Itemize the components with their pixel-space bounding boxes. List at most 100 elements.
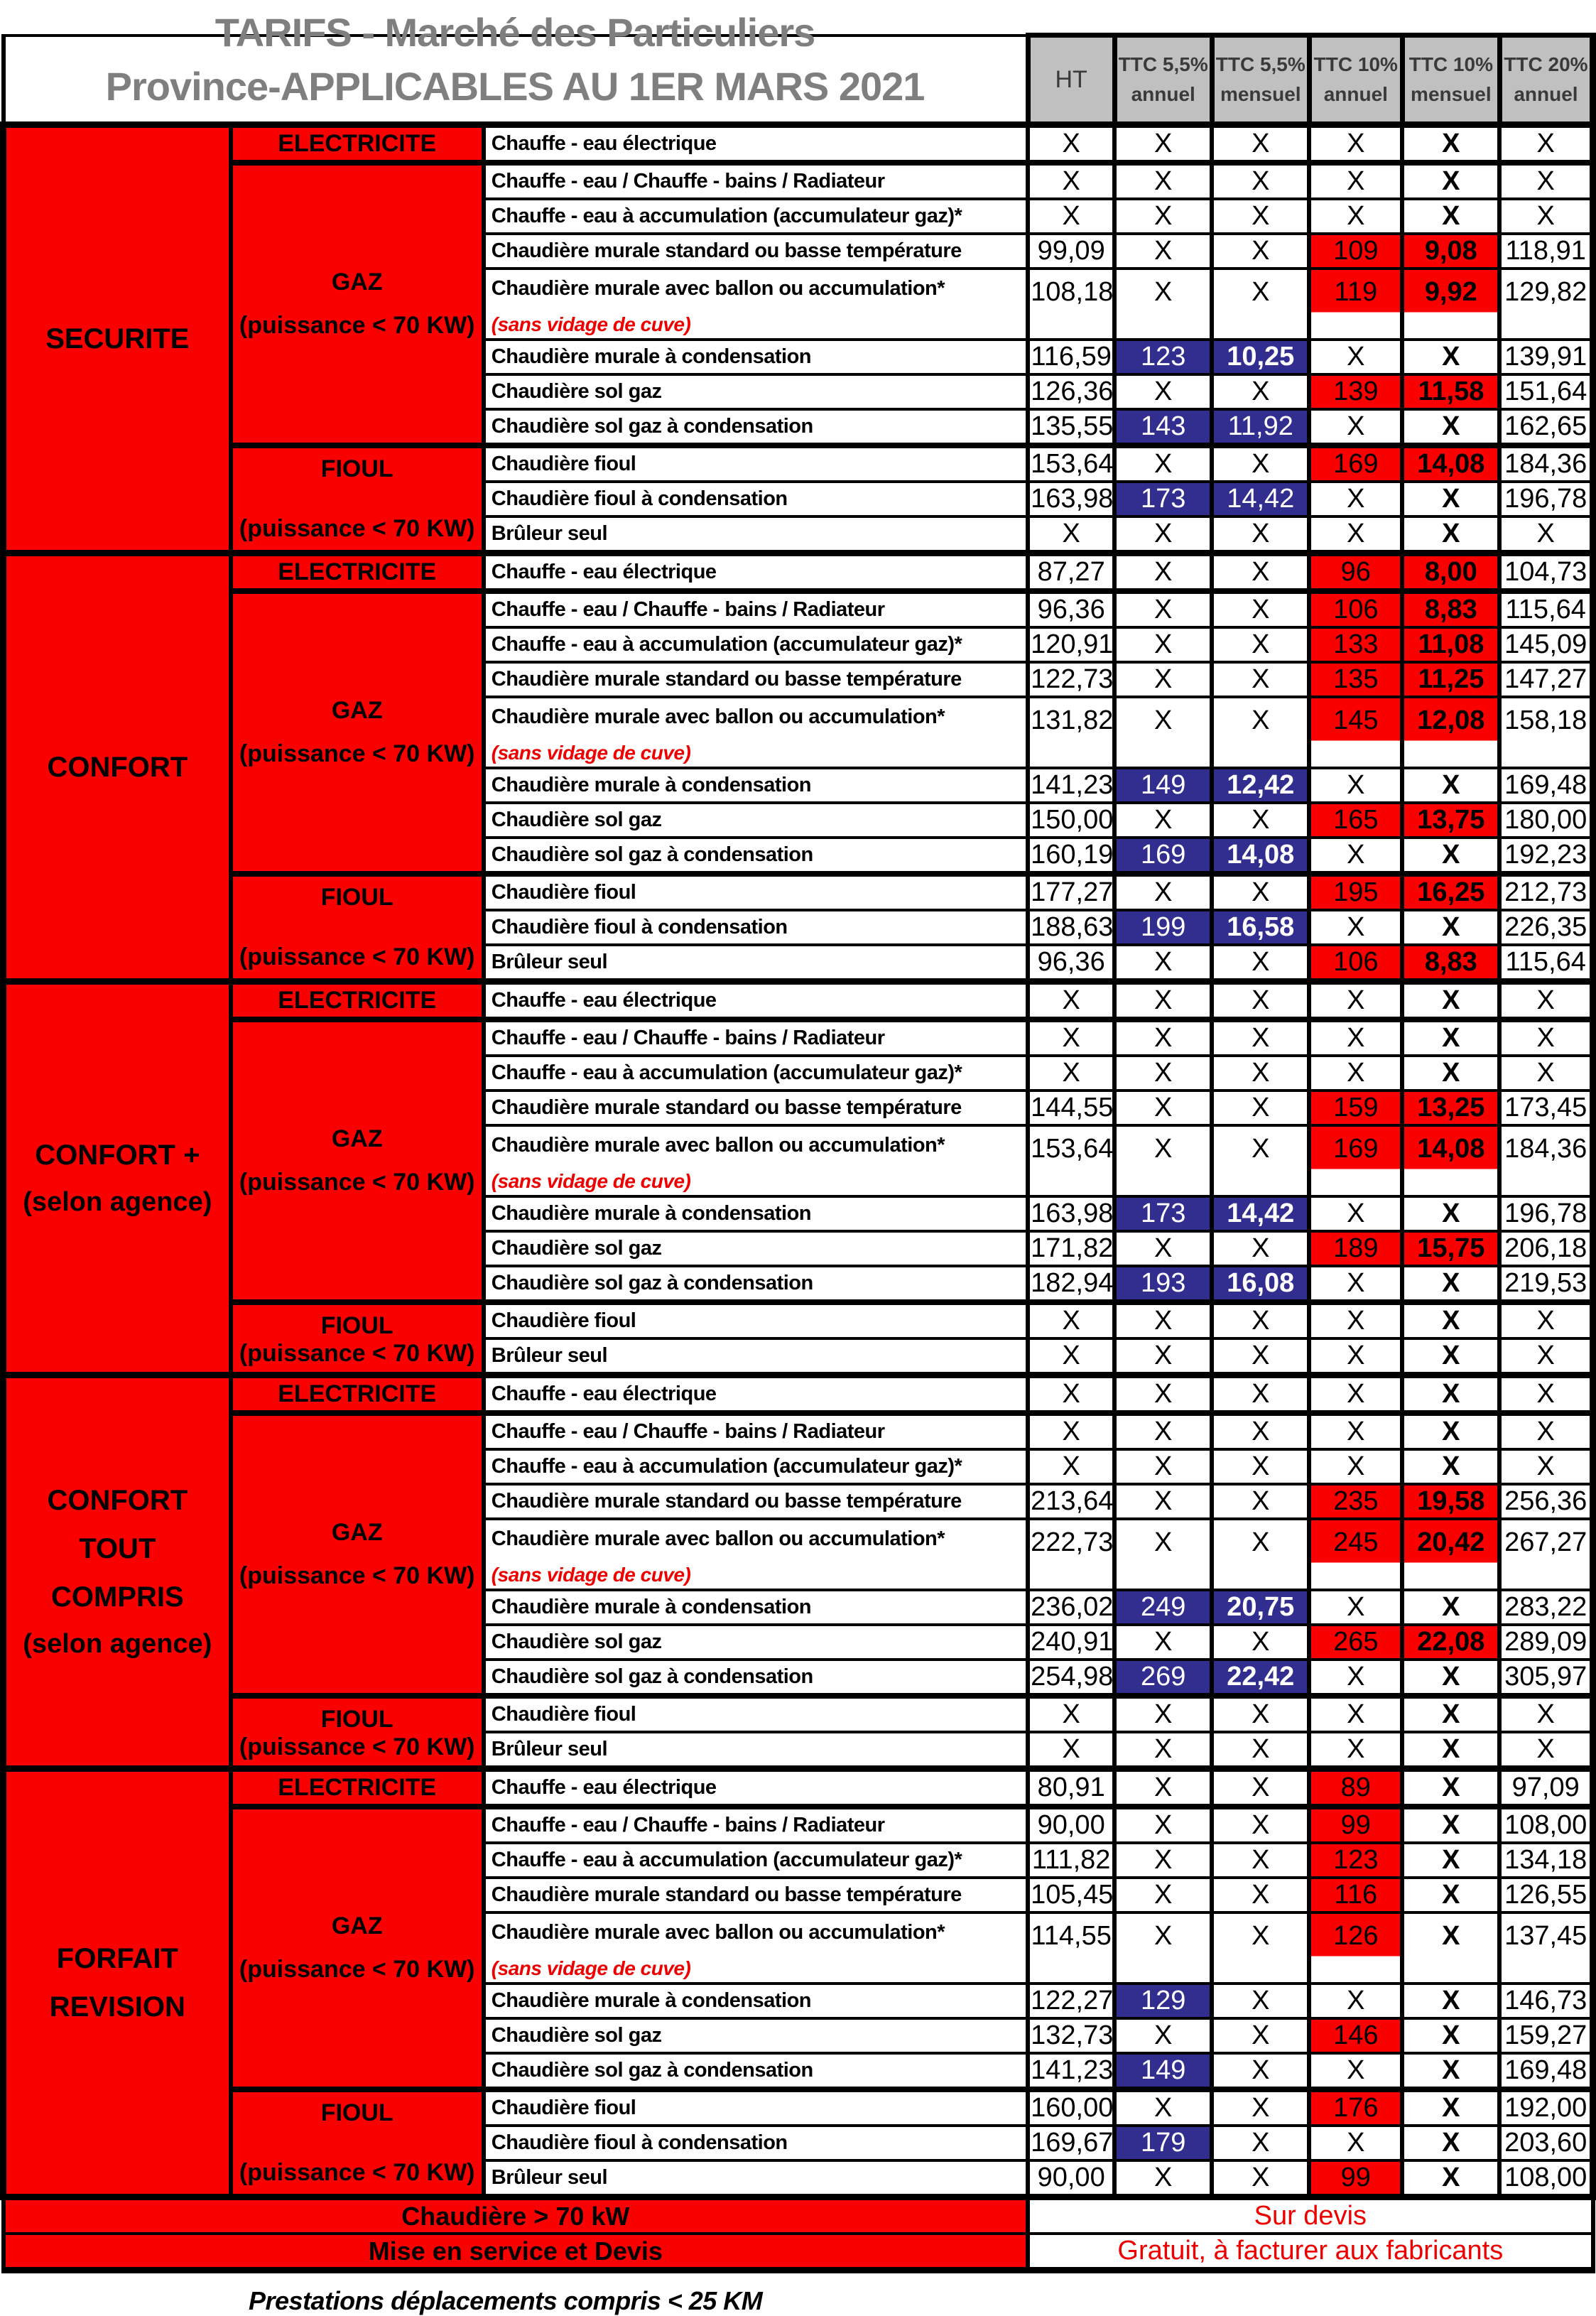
price-cell: 226,35 (1497, 909, 1596, 946)
designation-label: Chaudière fioul à condensation (491, 487, 788, 510)
price-cell: 169 (1307, 443, 1405, 483)
price-cell: 87,27 (1026, 550, 1117, 592)
section-name: FORFAIT REVISION (49, 1943, 185, 2023)
na-cell: X (1400, 515, 1502, 555)
na-cell: X (1112, 1124, 1215, 1198)
price-cell: 108,00 (1497, 1804, 1596, 1844)
price-cell: 150,00 (1026, 801, 1117, 839)
table-row: CONFORT ELECTRICITE Chauffe - eau électriq… (0, 550, 1596, 983)
na-cell: X (1210, 1911, 1312, 1985)
summary-label: Chaudière > 70 kW (1, 2194, 1031, 2235)
designation-cell: Chaudière murale à condensation (481, 1195, 1031, 1233)
designation-cell: Chaudière sol gaz à condensation (481, 836, 1031, 875)
price-cell: 132,73 (1026, 2017, 1117, 2055)
designation-cell: Chaudière sol gaz (481, 1623, 1031, 1661)
energy-inner: ELECTRICITE (236, 987, 479, 1014)
designation-label: Chaudière murale standard ou basse tempé… (491, 1490, 962, 1513)
designation-label: Chaudière sol gaz (491, 380, 662, 403)
price-cell: 135,55 (1026, 408, 1117, 447)
price-cell: 14,08 (1400, 443, 1502, 483)
energy-sublabel: (puissance < 70 KW) (239, 740, 475, 767)
na-cell: X (1210, 1124, 1312, 1198)
price-cell: 192,00 (1497, 2087, 1596, 2127)
designation-cell: Chaudière fioul (481, 1299, 1031, 1340)
designation-label: Chauffe - eau à accumulation (accumulate… (491, 1455, 962, 1478)
table-row: GAZ (puissance < 70 KW) Chauffe - eau / Ch… (4, 1410, 1596, 1697)
energy-sublabel: (puissance < 70 KW) (239, 1169, 475, 1196)
designation-cell: Chauffe - eau / Chauffe - bains / Radiat… (481, 1804, 1031, 1844)
price-cell: 145,09 (1497, 626, 1596, 664)
price-cell: 289,09 (1497, 1623, 1596, 1661)
designation-cell: Brûleur seul (481, 943, 1031, 983)
price-cell: 139,91 (1497, 338, 1596, 376)
designation-label: Chaudière murale avec ballon ou accumula… (491, 1134, 945, 1157)
price-cell: 16,08 (1210, 1265, 1312, 1304)
price-cell: 115,64 (1497, 588, 1596, 629)
na-cell: X (1210, 1623, 1312, 1661)
price-cell: 149 (1112, 767, 1215, 804)
price-cell: 180,00 (1497, 801, 1596, 839)
price-cell: 104,73 (1497, 550, 1596, 592)
energy-inner: ELECTRICITE (236, 131, 479, 158)
na-cell: X (1307, 515, 1405, 555)
designation-cell: Chaudière sol gaz à condensation (481, 408, 1031, 447)
section-name: CONFORT (47, 752, 188, 783)
price-cell: 160,00 (1026, 2087, 1117, 2127)
price-cell: 240,91 (1026, 1623, 1117, 1661)
price-cell: 206,18 (1497, 1230, 1596, 1267)
price-cell: 131,82 (1026, 696, 1117, 769)
na-cell: X (1112, 1410, 1215, 1451)
energy-group-cell: FIOUL (puissance < 70 KW) (228, 2087, 486, 2199)
section-cell: SECURITE (0, 121, 233, 555)
na-cell: X (1112, 1372, 1215, 1414)
na-cell: X (1307, 1017, 1405, 1057)
designation-label: Brûleur seul (491, 1344, 608, 1367)
table-row: GAZ (puissance < 70 KW) Chauffe - eau / Ch… (4, 588, 1596, 875)
table-row: FIOUL (puissance < 70 KW) Chaudière fioul X… (4, 1693, 1596, 1770)
designation-note: (sans vidage de cuve) (491, 313, 691, 335)
designation-cell: Chauffe - eau à accumulation (accumulate… (481, 197, 1031, 235)
section-cell: FORFAIT REVISION (0, 1765, 233, 2199)
energy-group-cell: GAZ (puissance < 70 KW) (228, 1804, 486, 2091)
na-cell: X (1112, 1841, 1215, 1879)
na-cell: X (1307, 2052, 1405, 2091)
na-cell: X (1210, 1982, 1312, 2020)
table-row: GAZ (puissance < 70 KW) Chauffe - eau / Ch… (4, 160, 1596, 447)
na-cell: X (1210, 871, 1312, 911)
na-cell: X (1400, 1658, 1502, 1697)
designation-note: (sans vidage de cuve) (491, 1564, 691, 1586)
table-row: FORFAIT REVISION ELECTRICITE Chauffe - eau… (0, 1765, 1596, 2199)
na-cell: X (1497, 1372, 1596, 1414)
na-cell: X (1497, 121, 1596, 164)
na-cell: X (1112, 267, 1215, 341)
energy-label: ELECTRICITE (278, 1380, 437, 1407)
table-row: CONFORT + (selon agence) ELECTRICITE Chauff… (0, 978, 1596, 1377)
price-cell: 11,58 (1400, 373, 1502, 411)
na-cell: X (1497, 1017, 1596, 1057)
designation-cell: Chaudière fioul (481, 1693, 1031, 1733)
designation-cell: Chauffe - eau électrique (481, 1372, 1031, 1414)
price-cell: 16,58 (1210, 909, 1312, 946)
designation-cell: Chauffe - eau à accumulation (accumulate… (481, 1448, 1031, 1486)
na-cell: X (1210, 1054, 1312, 1092)
energy-inner: FIOUL (puissance < 70 KW) (235, 1706, 479, 1760)
na-cell: X (1210, 267, 1312, 341)
designation-cell: Chaudière sol gaz (481, 2017, 1031, 2055)
designation-cell: Chaudière murale à condensation (481, 1982, 1031, 2020)
na-cell: X (1307, 338, 1405, 376)
price-cell: 99 (1307, 2159, 1405, 2199)
summary-row-mise-en-service: Mise en service et Devis Gratuit, à fact… (1, 2232, 1595, 2273)
price-cell: 111,82 (1026, 1841, 1117, 1879)
na-cell: X (1400, 408, 1502, 447)
price-cell: 256,36 (1497, 1483, 1596, 1520)
price-cell: 169 (1307, 1124, 1405, 1198)
designation-cell: Chaudière murale standard ou basse tempé… (481, 1089, 1031, 1127)
designation-label: Chaudière sol gaz (491, 1237, 662, 1260)
energy-group-cell: GAZ (puissance < 70 KW) (228, 160, 486, 447)
na-cell: X (1307, 160, 1405, 200)
na-cell: X (1400, 160, 1502, 200)
col-header-ttc55-mensuel: TTC 5,5% mensuel (1209, 33, 1312, 127)
na-cell: X (1112, 1765, 1215, 1808)
price-cell: 254,98 (1026, 1658, 1117, 1697)
price-cell: 176 (1307, 2087, 1405, 2127)
